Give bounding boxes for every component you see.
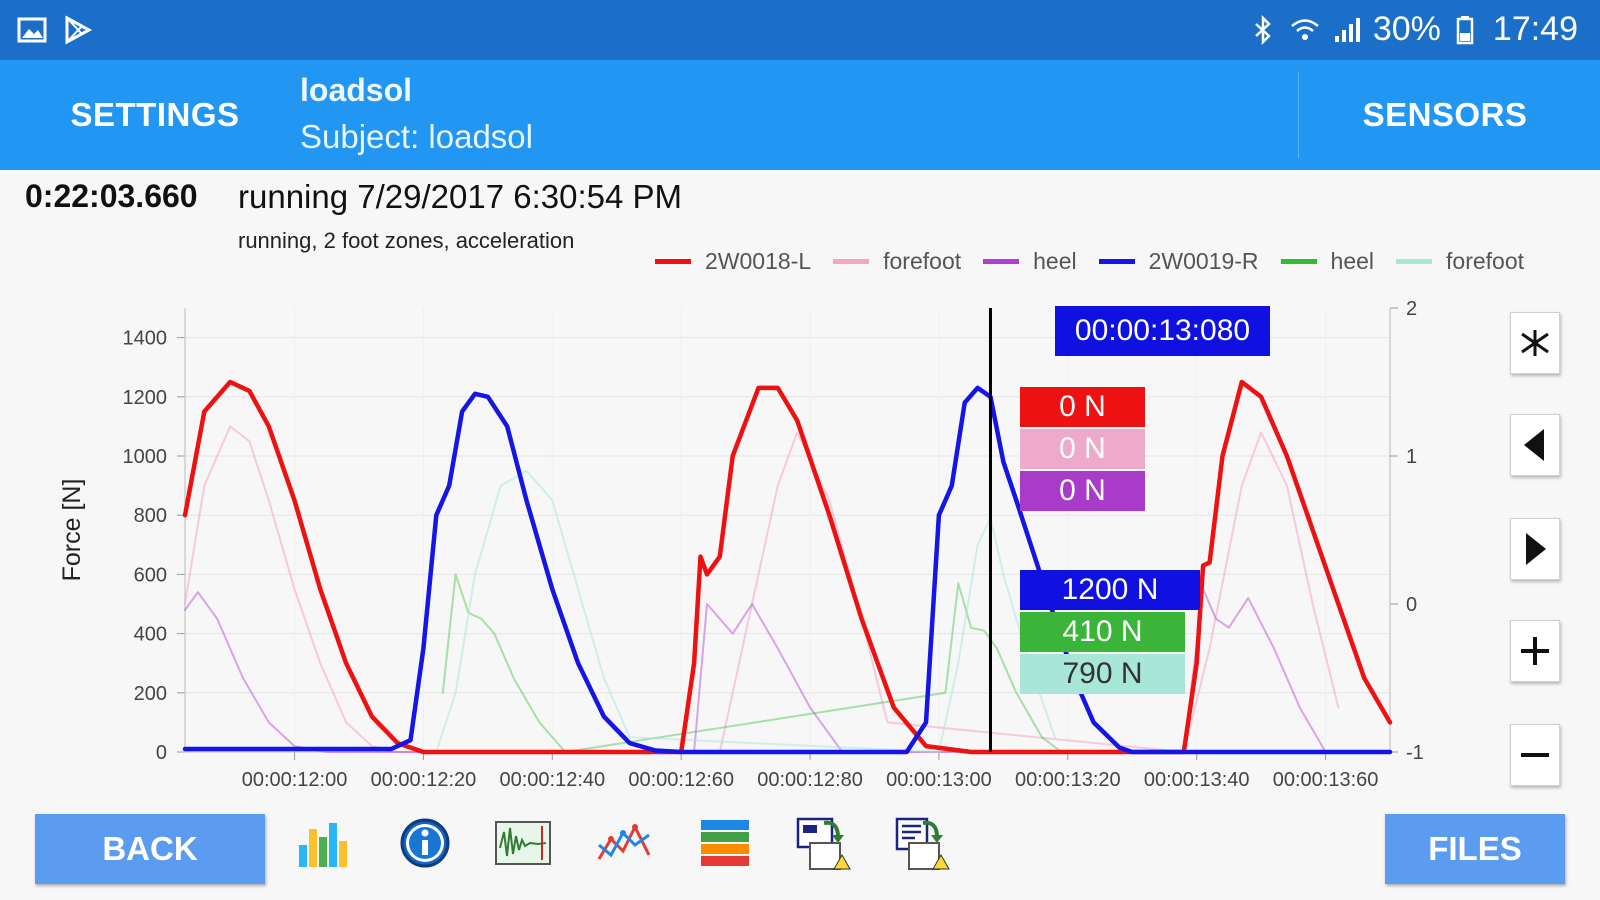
arrow-left-icon [1524, 429, 1544, 461]
record-title: running 7/29/2017 6:30:54 PM [238, 178, 683, 215]
signal-icon [1334, 17, 1360, 42]
zoom-out-icon [1521, 753, 1549, 757]
y-tick-label: 0 [156, 742, 167, 764]
x-tick-label: 00:00:12:00 [242, 769, 348, 790]
image-icon [17, 17, 47, 43]
y2-tick-label: 0 [1406, 594, 1417, 616]
y2-tick-label: -1 [1406, 742, 1424, 764]
series-line [182, 379, 1393, 755]
series-line [184, 425, 1340, 753]
legend-swatch [1280, 259, 1317, 264]
cursor-value-label: 410 N [1020, 612, 1185, 652]
status-bar: 30% 17:49 [0, 0, 1600, 60]
legend-swatch [833, 259, 870, 264]
legend-label: heel [1330, 248, 1375, 274]
sensors-button[interactable]: SENSORS [1362, 96, 1528, 133]
y-axis-label: Force [N] [58, 479, 86, 582]
zoom-out-button[interactable] [1510, 724, 1560, 786]
app-title: loadsol [300, 72, 413, 108]
legend-item: heel [983, 248, 1077, 275]
legend-item: forefoot [833, 248, 961, 275]
elapsed-time: 0:22:03.660 [25, 178, 198, 214]
series-line [441, 573, 1063, 753]
export-icon [796, 817, 851, 870]
app-subtitle: Subject: loadsol [300, 118, 533, 155]
layers-icon [701, 820, 749, 866]
x-tick-label: 00:00:13:60 [1273, 769, 1379, 790]
zoom-in-button[interactable] [1510, 620, 1560, 682]
cursor-value-label: 0 N [1020, 471, 1145, 511]
line-chart-icon [597, 823, 651, 860]
legend-item: 2W0019-R [1098, 248, 1259, 275]
layers-button[interactable] [695, 812, 755, 874]
x-tick-label: 00:00:12:20 [371, 769, 477, 790]
y-tick-label: 1400 [123, 328, 168, 350]
legend-label: 2W0018-L [705, 248, 812, 274]
app-bar: SETTINGS loadsol Subject: loadsol SENSOR… [0, 60, 1600, 170]
zoom-in-icon [1521, 637, 1549, 665]
report-button[interactable] [893, 812, 953, 874]
cursor-value-label: 0 N [1020, 387, 1145, 427]
legend-swatch [655, 259, 691, 264]
files-button[interactable]: FILES [1385, 814, 1565, 884]
chart-legend: 2W0018-L forefoot heel 2W0019-R heel forefoot [655, 248, 1546, 275]
clock: 17:49 [1492, 10, 1578, 48]
cursor-time-label: 00:00:13:080 [1055, 306, 1270, 356]
wifi-icon [1291, 18, 1319, 40]
cursor-value-label: 790 N [1020, 654, 1185, 694]
y-tick-label: 1200 [123, 387, 168, 409]
bar-chart-icon [299, 823, 347, 867]
bluetooth-icon [1254, 14, 1271, 45]
play-store-icon [65, 15, 93, 45]
y2-tick-label: 2 [1406, 298, 1417, 320]
x-tick-label: 00:00:12:60 [628, 769, 734, 790]
series-line [435, 469, 1056, 753]
legend-item: forefoot [1396, 248, 1524, 275]
y2-tick-label: 1 [1406, 446, 1417, 468]
legend-label: forefoot [883, 248, 962, 274]
bar-chart-button[interactable] [293, 812, 353, 874]
appbar-divider [1298, 72, 1299, 158]
legend-swatch [1098, 259, 1135, 264]
report-icon [895, 817, 950, 870]
next-button[interactable] [1510, 518, 1560, 580]
force-chart[interactable]: 0 200 400 600 800 1000 1200 1400 00:00:12:00 00:0… [0, 280, 1470, 790]
y-tick-label: 800 [134, 505, 167, 527]
cut-icon [1521, 330, 1549, 356]
waveform-icon [495, 821, 551, 865]
x-tick-label: 00:00:13:00 [886, 769, 992, 790]
battery-percent: 30% [1372, 10, 1441, 48]
x-tick-label: 00:00:12:80 [757, 769, 863, 790]
legend-label: heel [1033, 248, 1077, 274]
x-tick-label: 00:00:13:40 [1144, 769, 1250, 790]
legend-label: forefoot [1446, 248, 1525, 274]
waveform-button[interactable] [493, 812, 553, 874]
legend-label: 2W0019-R [1148, 248, 1259, 274]
y-tick-label: 1000 [123, 446, 168, 468]
legend-swatch [1396, 259, 1433, 264]
arrow-right-icon [1526, 533, 1546, 565]
y-tick-label: 200 [134, 683, 167, 705]
cursor-value-label: 1200 N [1020, 570, 1200, 610]
x-tick-label: 00:00:12:40 [499, 769, 605, 790]
legend-item: heel [1280, 248, 1375, 275]
cursor-value-label: 0 N [1020, 429, 1145, 469]
legend-swatch [983, 259, 1020, 264]
y-tick-label: 600 [134, 564, 167, 586]
x-tick-label: 00:00:13:20 [1015, 769, 1121, 790]
export-button[interactable] [794, 812, 854, 874]
y-tick-label: 400 [134, 624, 167, 646]
back-button[interactable]: BACK [35, 814, 265, 884]
info-button[interactable] [395, 812, 455, 874]
record-description: running, 2 foot zones, acceleration [238, 228, 575, 253]
series-line [182, 385, 1393, 755]
cut-button[interactable] [1510, 312, 1560, 374]
series-line [184, 588, 1327, 753]
settings-button[interactable]: SETTINGS [70, 96, 240, 133]
line-chart-button[interactable] [594, 812, 654, 874]
battery-icon [1456, 15, 1474, 44]
legend-item: 2W0018-L [655, 248, 811, 275]
previous-button[interactable] [1510, 414, 1560, 476]
info-icon [400, 818, 450, 868]
